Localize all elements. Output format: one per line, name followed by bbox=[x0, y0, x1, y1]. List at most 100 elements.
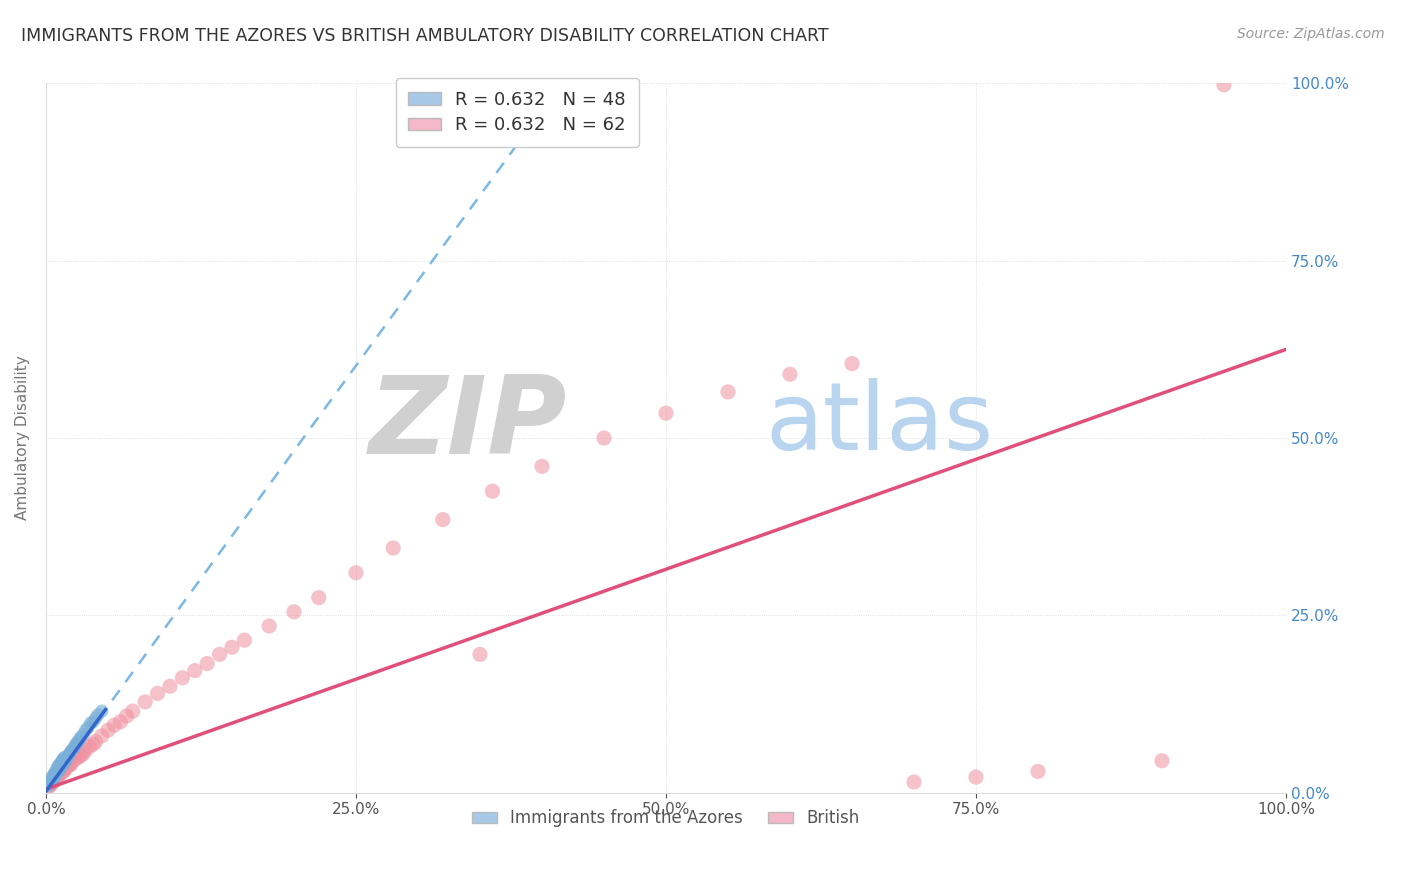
Point bbox=[49, 765, 72, 780]
Point bbox=[56, 758, 79, 772]
Point bbox=[42, 775, 65, 789]
Point bbox=[308, 591, 330, 605]
Point bbox=[42, 772, 65, 786]
Point bbox=[63, 739, 86, 754]
Point bbox=[45, 764, 67, 779]
Point bbox=[60, 743, 83, 757]
Point bbox=[62, 741, 84, 756]
Point bbox=[46, 765, 69, 780]
Point bbox=[59, 757, 82, 772]
Point bbox=[79, 716, 101, 731]
Text: IMMIGRANTS FROM THE AZORES VS BRITISH AMBULATORY DISABILITY CORRELATION CHART: IMMIGRANTS FROM THE AZORES VS BRITISH AM… bbox=[21, 27, 828, 45]
Point bbox=[48, 764, 70, 779]
Point bbox=[39, 775, 62, 789]
Point bbox=[55, 754, 77, 768]
Point bbox=[233, 633, 256, 648]
Point bbox=[42, 768, 65, 782]
Point bbox=[79, 739, 101, 754]
Point bbox=[59, 745, 82, 759]
Point bbox=[72, 747, 94, 761]
Point bbox=[382, 541, 405, 555]
Point bbox=[46, 770, 69, 784]
Y-axis label: Ambulatory Disability: Ambulatory Disability bbox=[15, 356, 30, 520]
Point bbox=[52, 757, 75, 772]
Point bbox=[39, 772, 62, 787]
Point bbox=[283, 605, 305, 619]
Point bbox=[53, 763, 76, 777]
Point bbox=[75, 743, 97, 757]
Point bbox=[58, 747, 80, 761]
Point bbox=[55, 761, 77, 775]
Point bbox=[121, 704, 143, 718]
Point bbox=[77, 720, 100, 734]
Point bbox=[115, 709, 138, 723]
Point bbox=[172, 671, 194, 685]
Point bbox=[49, 761, 72, 775]
Point bbox=[62, 754, 84, 768]
Point bbox=[110, 714, 132, 729]
Text: ZIP: ZIP bbox=[368, 371, 567, 477]
Point bbox=[84, 734, 107, 748]
Point bbox=[67, 750, 90, 764]
Point bbox=[44, 765, 66, 780]
Point bbox=[44, 772, 66, 787]
Point bbox=[38, 779, 60, 793]
Point bbox=[87, 707, 110, 722]
Point bbox=[51, 754, 73, 768]
Point bbox=[58, 758, 80, 772]
Point bbox=[41, 772, 63, 787]
Text: atlas: atlas bbox=[765, 378, 994, 470]
Point bbox=[65, 751, 87, 765]
Point bbox=[97, 723, 120, 738]
Point bbox=[45, 772, 67, 786]
Point bbox=[37, 779, 59, 793]
Point bbox=[66, 736, 89, 750]
Point bbox=[221, 640, 243, 655]
Point bbox=[45, 768, 67, 782]
Point bbox=[39, 777, 62, 791]
Point bbox=[53, 750, 76, 764]
Point bbox=[48, 757, 70, 772]
Point bbox=[593, 431, 616, 445]
Point bbox=[56, 751, 79, 765]
Point bbox=[48, 768, 70, 782]
Point bbox=[903, 775, 925, 789]
Point bbox=[530, 459, 553, 474]
Point bbox=[103, 718, 125, 732]
Point bbox=[52, 751, 75, 765]
Point bbox=[69, 748, 91, 763]
Point bbox=[717, 384, 740, 399]
Point bbox=[67, 734, 90, 748]
Point bbox=[84, 711, 107, 725]
Point bbox=[655, 406, 678, 420]
Point bbox=[48, 758, 70, 772]
Text: Source: ZipAtlas.com: Source: ZipAtlas.com bbox=[1237, 27, 1385, 41]
Point bbox=[41, 775, 63, 789]
Point bbox=[75, 723, 97, 738]
Point bbox=[41, 775, 63, 789]
Point bbox=[41, 770, 63, 784]
Point bbox=[159, 679, 181, 693]
Point bbox=[184, 664, 207, 678]
Point bbox=[65, 738, 87, 752]
Point bbox=[90, 729, 112, 743]
Point bbox=[58, 757, 80, 772]
Point bbox=[44, 770, 66, 784]
Point bbox=[208, 648, 231, 662]
Point bbox=[49, 756, 72, 770]
Legend: Immigrants from the Azores, British: Immigrants from the Azores, British bbox=[465, 803, 866, 834]
Point bbox=[146, 686, 169, 700]
Point bbox=[1026, 764, 1049, 779]
Point bbox=[195, 657, 218, 671]
Point bbox=[468, 648, 491, 662]
Point bbox=[841, 357, 863, 371]
Point bbox=[48, 768, 70, 782]
Point bbox=[344, 566, 367, 580]
Point bbox=[69, 732, 91, 747]
Point bbox=[53, 756, 76, 770]
Point bbox=[37, 780, 59, 794]
Point bbox=[965, 770, 987, 784]
Point bbox=[82, 738, 104, 752]
Point bbox=[481, 484, 503, 499]
Point bbox=[90, 704, 112, 718]
